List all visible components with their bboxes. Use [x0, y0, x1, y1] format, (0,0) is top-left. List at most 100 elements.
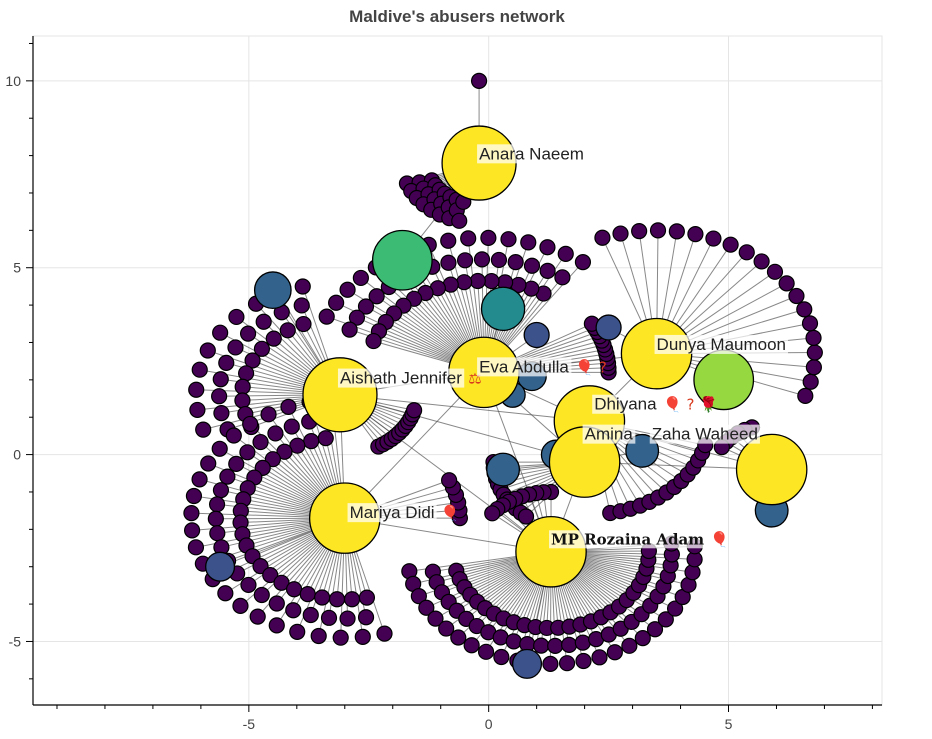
leaf-node[interactable] [539, 262, 556, 279]
leaf-node[interactable] [280, 398, 297, 415]
leaf-node[interactable] [469, 272, 486, 290]
leaf-node[interactable] [354, 628, 371, 645]
leaf-node[interactable] [801, 315, 819, 332]
leaf-node[interactable] [262, 566, 279, 584]
community-node[interactable] [512, 648, 543, 679]
leaf-node[interactable] [195, 421, 212, 438]
leaf-node[interactable] [358, 589, 376, 606]
leaf-node[interactable] [796, 301, 813, 318]
leaf-node[interactable] [332, 629, 349, 646]
community-node[interactable] [523, 321, 550, 349]
leaf-node[interactable] [554, 269, 571, 286]
leaf-node[interactable] [213, 404, 230, 422]
leaf-node[interactable] [302, 606, 319, 624]
community-node[interactable] [595, 314, 622, 341]
leaf-node[interactable] [473, 251, 491, 268]
leaf-node[interactable] [634, 630, 651, 647]
leaf-node[interactable] [314, 589, 331, 606]
leaf-node[interactable] [753, 253, 770, 270]
leaf-node[interactable] [285, 581, 303, 598]
leaf-node[interactable] [574, 634, 591, 651]
leaf-node[interactable] [285, 602, 302, 619]
leaf-node[interactable] [328, 294, 345, 311]
leaf-node[interactable] [606, 644, 623, 661]
leaf-node[interactable] [267, 425, 284, 442]
leaf-node[interactable] [212, 482, 230, 499]
leaf-node[interactable] [352, 269, 369, 287]
leaf-node[interactable] [244, 352, 261, 369]
leaf-node[interactable] [208, 496, 226, 513]
leaf-node[interactable] [788, 287, 805, 305]
leaf-node[interactable] [738, 244, 755, 261]
leaf-node[interactable] [621, 637, 638, 654]
leaf-node[interactable] [191, 361, 208, 378]
leaf-node[interactable] [480, 229, 497, 246]
leaf-node[interactable] [212, 324, 229, 341]
leaf-node[interactable] [451, 212, 468, 229]
leaf-node[interactable] [228, 308, 245, 326]
leaf-node[interactable] [666, 600, 684, 617]
leaf-node[interactable] [341, 321, 358, 338]
leaf-node[interactable] [279, 322, 296, 339]
leaf-node[interactable] [705, 230, 722, 247]
leaf-node[interactable] [209, 525, 226, 542]
leaf-node[interactable] [438, 620, 455, 637]
leaf-node[interactable] [240, 576, 257, 594]
leaf-node[interactable] [440, 254, 457, 271]
leaf-node[interactable] [294, 278, 311, 295]
leaf-node[interactable] [188, 381, 205, 398]
leaf-node[interactable] [289, 623, 306, 640]
leaf-node[interactable] [797, 387, 814, 404]
leaf-node[interactable] [561, 636, 578, 653]
community-node[interactable] [371, 229, 433, 291]
leaf-node[interactable] [357, 298, 375, 315]
community-node[interactable] [253, 271, 292, 310]
leaf-node[interactable] [273, 574, 290, 591]
leaf-node[interactable] [211, 388, 228, 405]
leaf-node[interactable] [493, 648, 510, 666]
leaf-node[interactable] [293, 297, 310, 314]
leaf-node[interactable] [212, 371, 229, 388]
leaf-node[interactable] [219, 468, 236, 485]
hub-node[interactable] [735, 433, 808, 506]
leaf-node[interactable] [649, 222, 667, 239]
hub-node[interactable] [515, 515, 587, 588]
leaf-node[interactable] [778, 275, 795, 292]
leaf-node[interactable] [357, 609, 375, 626]
leaf-node[interactable] [217, 585, 234, 602]
leaf-node[interactable] [239, 325, 257, 342]
leaf-node[interactable] [575, 652, 592, 670]
community-node[interactable] [480, 286, 526, 332]
leaf-node[interactable] [343, 591, 361, 608]
leaf-node[interactable] [225, 427, 242, 444]
leaf-node[interactable] [418, 599, 435, 616]
leaf-node[interactable] [574, 254, 592, 271]
leaf-node[interactable] [260, 406, 277, 423]
leaf-node[interactable] [295, 315, 312, 333]
leaf-node[interactable] [211, 440, 228, 457]
leaf-node[interactable] [191, 471, 208, 488]
leaf-node[interactable] [558, 655, 576, 672]
leaf-node[interactable] [234, 392, 251, 409]
leaf-node[interactable] [328, 591, 346, 608]
leaf-node[interactable] [456, 252, 474, 269]
leaf-node[interactable] [255, 313, 272, 330]
leaf-node[interactable] [657, 611, 674, 628]
leaf-node[interactable] [463, 637, 480, 654]
leaf-node[interactable] [520, 234, 537, 251]
leaf-node[interactable] [365, 332, 382, 350]
leaf-node[interactable] [268, 617, 285, 634]
leaf-node[interactable] [806, 344, 823, 361]
leaf-node[interactable] [253, 586, 270, 604]
leaf-node[interactable] [199, 342, 216, 359]
leaf-node[interactable] [253, 340, 271, 357]
leaf-node[interactable] [339, 610, 356, 627]
leaf-node[interactable] [227, 339, 244, 356]
leaf-node[interactable] [368, 288, 385, 305]
leaf-node[interactable] [239, 444, 256, 461]
leaf-node[interactable] [249, 608, 266, 625]
leaf-node[interactable] [238, 365, 255, 382]
leaf-node[interactable] [539, 239, 556, 256]
leaf-node[interactable] [339, 281, 356, 298]
leaf-node[interactable] [687, 226, 704, 243]
